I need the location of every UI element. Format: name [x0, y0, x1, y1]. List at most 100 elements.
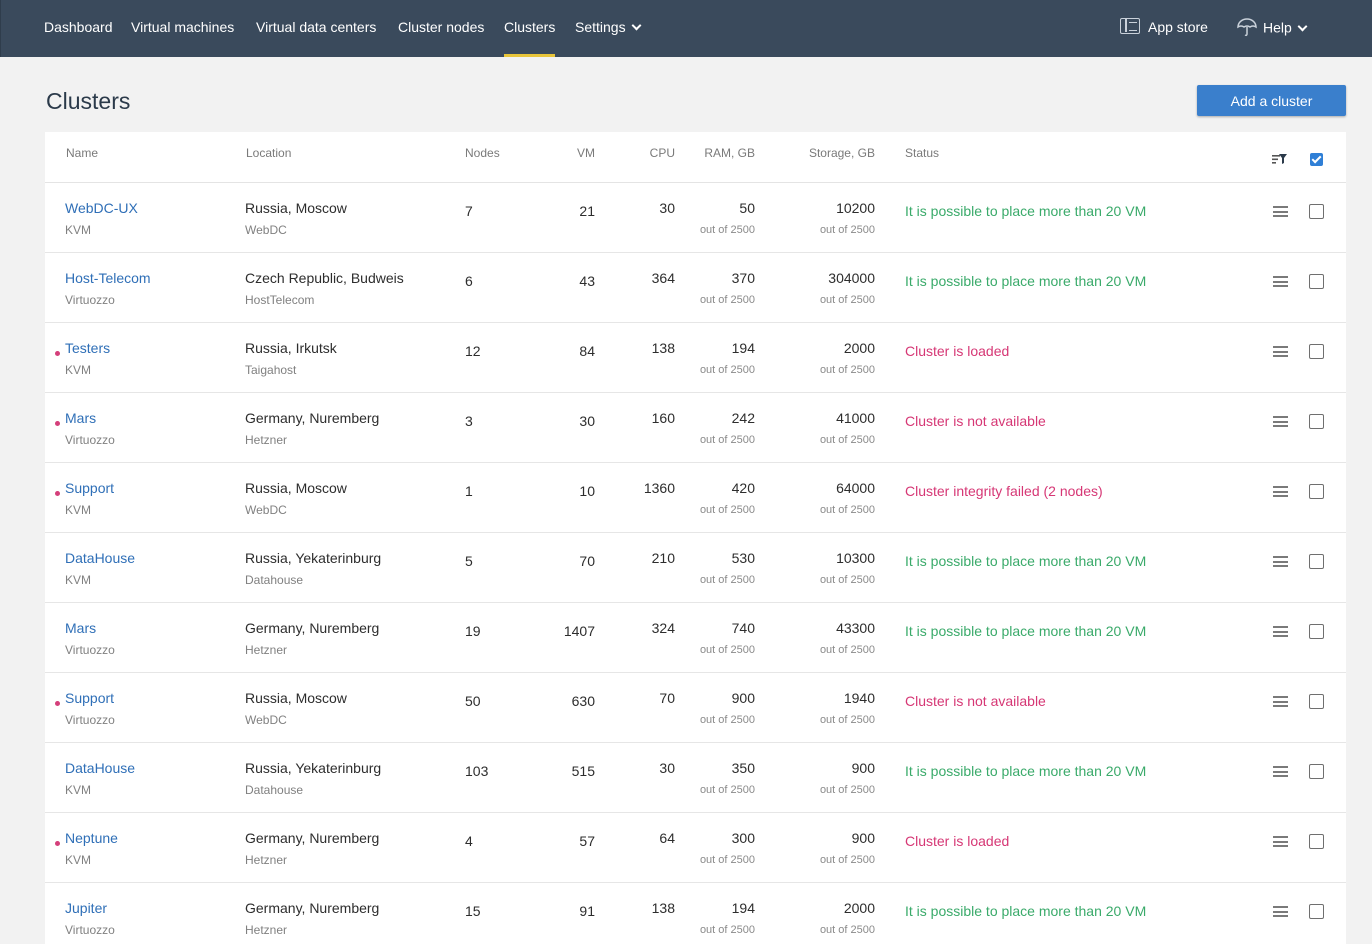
table-row[interactable]: Mars Virtuozzo Germany, Nuremberg Hetzner 3 3… — [45, 393, 1346, 463]
cluster-name-link[interactable]: Testers — [65, 340, 111, 356]
app-store-label: App store — [1148, 19, 1208, 35]
cluster-type: KVM — [65, 783, 92, 797]
row-checkbox[interactable] — [1309, 484, 1324, 499]
cluster-location: Germany, Nuremberg — [245, 410, 380, 426]
chevron-down-icon — [1297, 21, 1308, 32]
table-row[interactable]: Host-Telecom Virtuozzo Czech Republic, Bud… — [45, 253, 1346, 323]
nav-settings[interactable]: Settings — [575, 19, 642, 35]
row-menu-icon[interactable] — [1273, 486, 1288, 497]
cluster-ram: 350 — [731, 760, 755, 776]
select-all-checkbox[interactable] — [1310, 153, 1323, 166]
cluster-cpu: 30 — [659, 200, 675, 216]
cluster-ram-total: out of 2500 — [699, 574, 755, 586]
cluster-name-link[interactable]: Support — [65, 690, 115, 706]
column-storage[interactable]: Storage, GB — [808, 146, 875, 160]
cluster-ram-total: out of 2500 — [699, 644, 755, 656]
table-row[interactable]: DataHouse KVM Russia, Yekaterinburg Datahou… — [45, 533, 1346, 603]
row-checkbox[interactable] — [1309, 344, 1324, 359]
row-menu-icon[interactable] — [1273, 276, 1288, 287]
cluster-ram: 370 — [731, 270, 755, 286]
clusters-table: Name Location Nodes VM CPU RAM, GB Stora… — [45, 132, 1346, 944]
cluster-ram: 900 — [731, 690, 755, 706]
cluster-cpu: 210 — [651, 550, 675, 566]
cluster-name-link[interactable]: Host-Telecom — [65, 270, 151, 286]
app-store-link[interactable]: App store — [1120, 18, 1208, 36]
nav-dashboard[interactable]: Dashboard — [44, 19, 113, 35]
row-checkbox[interactable] — [1309, 624, 1324, 639]
cluster-provider: Hetzner — [245, 923, 288, 937]
app-store-icon — [1120, 18, 1140, 35]
table-row[interactable]: Neptune KVM Germany, Nuremberg Hetzner 4 57 64… — [45, 813, 1346, 883]
cluster-name-link[interactable]: Mars — [65, 410, 97, 426]
table-row[interactable]: Jupiter Virtuozzo Germany, Nuremberg Hetzne… — [45, 883, 1346, 944]
cluster-storage-total: out of 2500 — [819, 714, 875, 726]
cluster-vm: 30 — [579, 413, 595, 429]
cluster-name-link[interactable]: WebDC-UX — [65, 200, 138, 216]
cluster-storage-total: out of 2500 — [819, 364, 875, 376]
cluster-name-link[interactable]: DataHouse — [65, 760, 136, 776]
cluster-name-link[interactable]: Neptune — [65, 830, 118, 846]
cluster-status: Cluster is not available — [905, 413, 1046, 429]
row-menu-icon[interactable] — [1273, 626, 1288, 637]
row-menu-icon[interactable] — [1273, 836, 1288, 847]
column-vm[interactable]: VM — [577, 146, 595, 160]
row-menu-icon[interactable] — [1273, 346, 1288, 357]
cluster-provider: HostTelecom — [245, 293, 315, 307]
table-row[interactable]: Support KVM Russia, Moscow WebDC 1 10 1360 420 o… — [45, 463, 1346, 533]
cluster-ram-total: out of 2500 — [699, 224, 755, 236]
cluster-type: KVM — [65, 853, 92, 867]
cluster-status: It is possible to place more than 20 VM — [905, 903, 1147, 919]
column-location[interactable]: Location — [246, 146, 292, 160]
row-checkbox[interactable] — [1309, 904, 1324, 919]
cluster-name-link[interactable]: DataHouse — [65, 550, 136, 566]
row-checkbox[interactable] — [1309, 414, 1324, 429]
table-row[interactable]: Mars Virtuozzo Germany, Nuremberg Hetzner 19… — [45, 603, 1346, 673]
row-checkbox[interactable] — [1309, 554, 1324, 569]
row-menu-icon[interactable] — [1273, 556, 1288, 567]
row-menu-icon[interactable] — [1273, 206, 1288, 217]
cluster-name-link[interactable]: Jupiter — [65, 900, 108, 916]
row-menu-icon[interactable] — [1273, 416, 1288, 427]
column-nodes[interactable]: Nodes — [465, 146, 500, 160]
help-menu[interactable]: Help — [1237, 18, 1308, 39]
column-ram[interactable]: RAM, GB — [704, 146, 755, 160]
cluster-nodes: 7 — [465, 203, 473, 219]
cluster-vm: 10 — [579, 483, 595, 499]
row-menu-icon[interactable] — [1273, 696, 1288, 707]
table-row[interactable]: Support Virtuozzo Russia, Moscow WebDC 50 630… — [45, 673, 1346, 743]
row-checkbox[interactable] — [1309, 274, 1324, 289]
table-row[interactable]: Testers KVM Russia, Irkutsk Taigahost 12 84 13… — [45, 323, 1346, 393]
column-cpu[interactable]: CPU — [649, 146, 675, 160]
cluster-location: Germany, Nuremberg — [245, 900, 380, 916]
row-checkbox[interactable] — [1309, 204, 1324, 219]
cluster-vm: 70 — [579, 553, 595, 569]
cluster-ram-total: out of 2500 — [699, 924, 755, 936]
nav-clusters[interactable]: Clusters — [504, 19, 556, 57]
column-status[interactable]: Status — [905, 146, 940, 160]
cluster-ram-total: out of 2500 — [699, 504, 755, 516]
table-row[interactable]: WebDC-UX KVM Russia, Moscow WebDC 7 21 30 50 out… — [45, 183, 1346, 253]
table-row[interactable]: DataHouse KVM Russia, Yekaterinburg Datahou… — [45, 743, 1346, 813]
cluster-provider: WebDC — [245, 503, 287, 517]
cluster-ram: 50 — [739, 200, 755, 216]
row-menu-icon[interactable] — [1273, 766, 1288, 777]
row-checkbox[interactable] — [1309, 834, 1324, 849]
cluster-location: Czech Republic, Budweis — [245, 270, 404, 286]
nav-virtual-data-centers[interactable]: Virtual data centers — [256, 19, 377, 35]
row-menu-icon[interactable] — [1273, 906, 1288, 917]
row-checkbox[interactable] — [1309, 764, 1324, 779]
cluster-location: Russia, Yekaterinburg — [245, 760, 382, 776]
nav-cluster-nodes[interactable]: Cluster nodes — [398, 19, 485, 35]
column-name[interactable]: Name — [66, 146, 99, 160]
cluster-provider: Hetzner — [245, 433, 288, 447]
filter-icon[interactable] — [1272, 153, 1288, 167]
row-checkbox[interactable] — [1309, 694, 1324, 709]
cluster-cpu: 1360 — [643, 480, 675, 496]
cluster-name-link[interactable]: Support — [65, 480, 115, 496]
help-label: Help — [1263, 19, 1292, 36]
add-cluster-button[interactable]: Add a cluster — [1197, 85, 1346, 116]
cluster-name-link[interactable]: Mars — [65, 620, 97, 636]
nav-virtual-machines[interactable]: Virtual machines — [131, 19, 235, 35]
cluster-storage: 304000 — [828, 270, 875, 286]
cluster-type: Virtuozzo — [65, 923, 115, 937]
